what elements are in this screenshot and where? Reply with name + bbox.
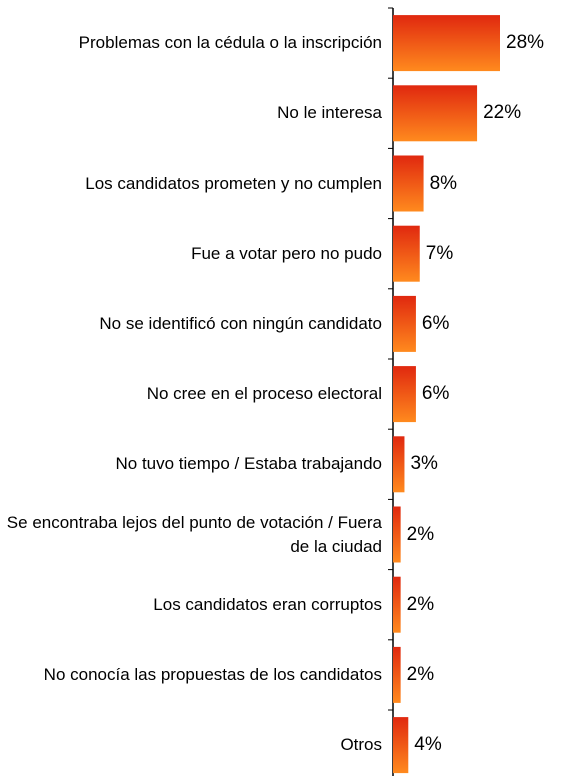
category-text: Problemas con la cédula o la inscripción bbox=[78, 33, 382, 53]
category-label: No tuvo tiempo / Estaba trabajando bbox=[0, 434, 383, 494]
category-label: Fue a votar pero no pudo bbox=[0, 224, 382, 284]
value-label: 28% bbox=[506, 32, 545, 54]
category-text: No tuvo tiempo / Estaba trabajando bbox=[115, 454, 383, 474]
bar bbox=[393, 366, 416, 423]
bar bbox=[393, 717, 409, 774]
bar bbox=[393, 155, 424, 212]
bar bbox=[393, 576, 401, 633]
value-label: 3% bbox=[410, 453, 438, 475]
category-text: No se identificó con ningún candidato bbox=[99, 313, 382, 333]
category-label: Otros bbox=[0, 715, 382, 775]
bar bbox=[393, 506, 401, 563]
value-label: 7% bbox=[425, 242, 454, 264]
category-text: Los candidatos eran corruptos bbox=[153, 594, 382, 614]
bar bbox=[393, 436, 405, 493]
bar bbox=[393, 295, 416, 352]
value-label: 22% bbox=[483, 102, 522, 124]
category-label: No conocía las propuestas de los candida… bbox=[0, 645, 382, 705]
value-label: 4% bbox=[414, 734, 442, 756]
bar bbox=[393, 15, 500, 72]
category-label: Problemas con la cédula o la inscripción bbox=[0, 13, 382, 73]
category-label: Los candidatos prometen y no cumplen bbox=[0, 154, 382, 214]
bar bbox=[393, 225, 420, 282]
value-label: 6% bbox=[421, 312, 450, 334]
value-label: 6% bbox=[421, 383, 450, 405]
category-label: Los candidatos eran corruptos bbox=[0, 575, 382, 635]
category-text: Se encontraba lejos del punto de votació… bbox=[6, 512, 382, 556]
category-text: No cree en el proceso electoral bbox=[146, 384, 382, 404]
category-label: No se identificó con ningún candidato bbox=[0, 294, 382, 354]
value-label: 2% bbox=[406, 593, 435, 615]
value-label: 8% bbox=[429, 172, 458, 194]
category-label: No cree en el proceso electoral bbox=[0, 364, 382, 424]
value-label: 2% bbox=[406, 663, 435, 685]
category-text: No conocía las propuestas de los candida… bbox=[43, 664, 382, 684]
category-label: No le interesa bbox=[0, 83, 382, 143]
bar bbox=[393, 646, 401, 703]
category-label: Se encontraba lejos del punto de votació… bbox=[0, 505, 382, 565]
value-label: 2% bbox=[406, 523, 435, 545]
bar bbox=[393, 85, 478, 142]
category-text: Fue a votar pero no pudo bbox=[191, 243, 382, 263]
category-text: No le interesa bbox=[277, 103, 382, 123]
category-text: Los candidatos prometen y no cumplen bbox=[85, 173, 382, 193]
category-text: Otros bbox=[340, 735, 382, 755]
